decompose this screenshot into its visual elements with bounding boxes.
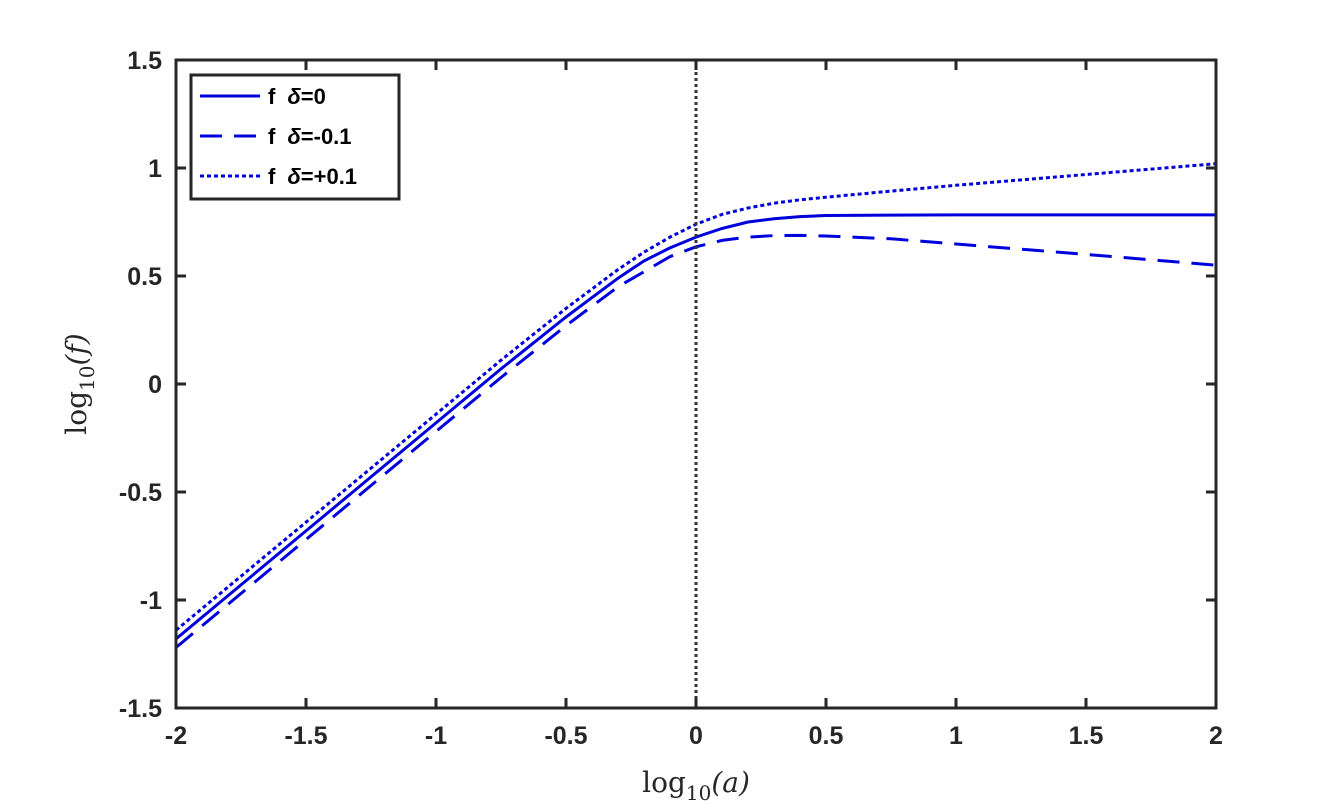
legend-entry-prefix: f	[268, 84, 276, 109]
x-tick-label: -1.5	[284, 722, 327, 750]
y-tick-label: -1	[140, 587, 162, 615]
legend-entry-suffix: =-0.1	[301, 124, 352, 149]
y-tick-label: 0	[148, 371, 162, 399]
y-tick-label: 1.5	[127, 47, 162, 75]
x-axis-label: log10(a)	[642, 766, 750, 805]
legend-entry-prefix: f	[268, 124, 276, 149]
x-tick-label: 1.5	[1069, 722, 1104, 750]
series-line-1	[175, 233, 1217, 649]
legend-entry-delta-minus: f δ=-0.1	[268, 124, 352, 149]
x-tick-labels: -2 -1.5 -1 -0.5 0 0.5 1 1.5 2	[165, 722, 1223, 750]
y-axis-label-arg: (f)	[60, 333, 93, 365]
x-tick-label: 0	[689, 722, 703, 750]
x-tick-label: 2	[1209, 722, 1223, 750]
legend-entry-suffix: =+0.1	[301, 164, 357, 189]
legend-entry-prefix: f	[268, 164, 276, 189]
x-axis-label-arg: (a)	[711, 766, 750, 799]
x-tick-label: 0.5	[809, 722, 844, 750]
legend-entry-delta-plus: f δ=+0.1	[268, 164, 357, 189]
x-tick-label: -1	[425, 722, 447, 750]
y-axis-label: log10(f)	[60, 333, 99, 434]
x-axis-label-sub: 10	[686, 781, 711, 805]
legend: f δ=0 f δ=-0.1 f δ=+0.1	[189, 73, 401, 201]
x-tick-label: -0.5	[544, 722, 587, 750]
legend-entry-delta-0: f δ=0	[268, 84, 326, 109]
y-tick-label: -0.5	[119, 479, 162, 507]
legend-entry-symbol: δ	[287, 124, 301, 149]
legend-entry-symbol: δ	[287, 84, 301, 109]
x-tick-label: -2	[165, 722, 187, 750]
plot-area-frame	[174, 58, 1218, 710]
legend-entry-suffix: =0	[301, 84, 326, 109]
series-line-0	[175, 213, 1216, 641]
y-axis-label-sub: 10	[75, 366, 99, 391]
legend-entry-symbol: δ	[287, 164, 301, 189]
y-tick-label: -1.5	[119, 695, 162, 723]
y-tick-labels: 1.5 1 0.5 0 -0.5 -1 -1.5	[119, 47, 162, 723]
y-tick-label: 1	[148, 155, 162, 183]
y-axis-label-base: log	[60, 391, 93, 435]
y-tick-label: 0.5	[127, 263, 162, 291]
x-axis-label-base: log	[642, 766, 686, 799]
x-tick-label: 1	[949, 722, 963, 750]
